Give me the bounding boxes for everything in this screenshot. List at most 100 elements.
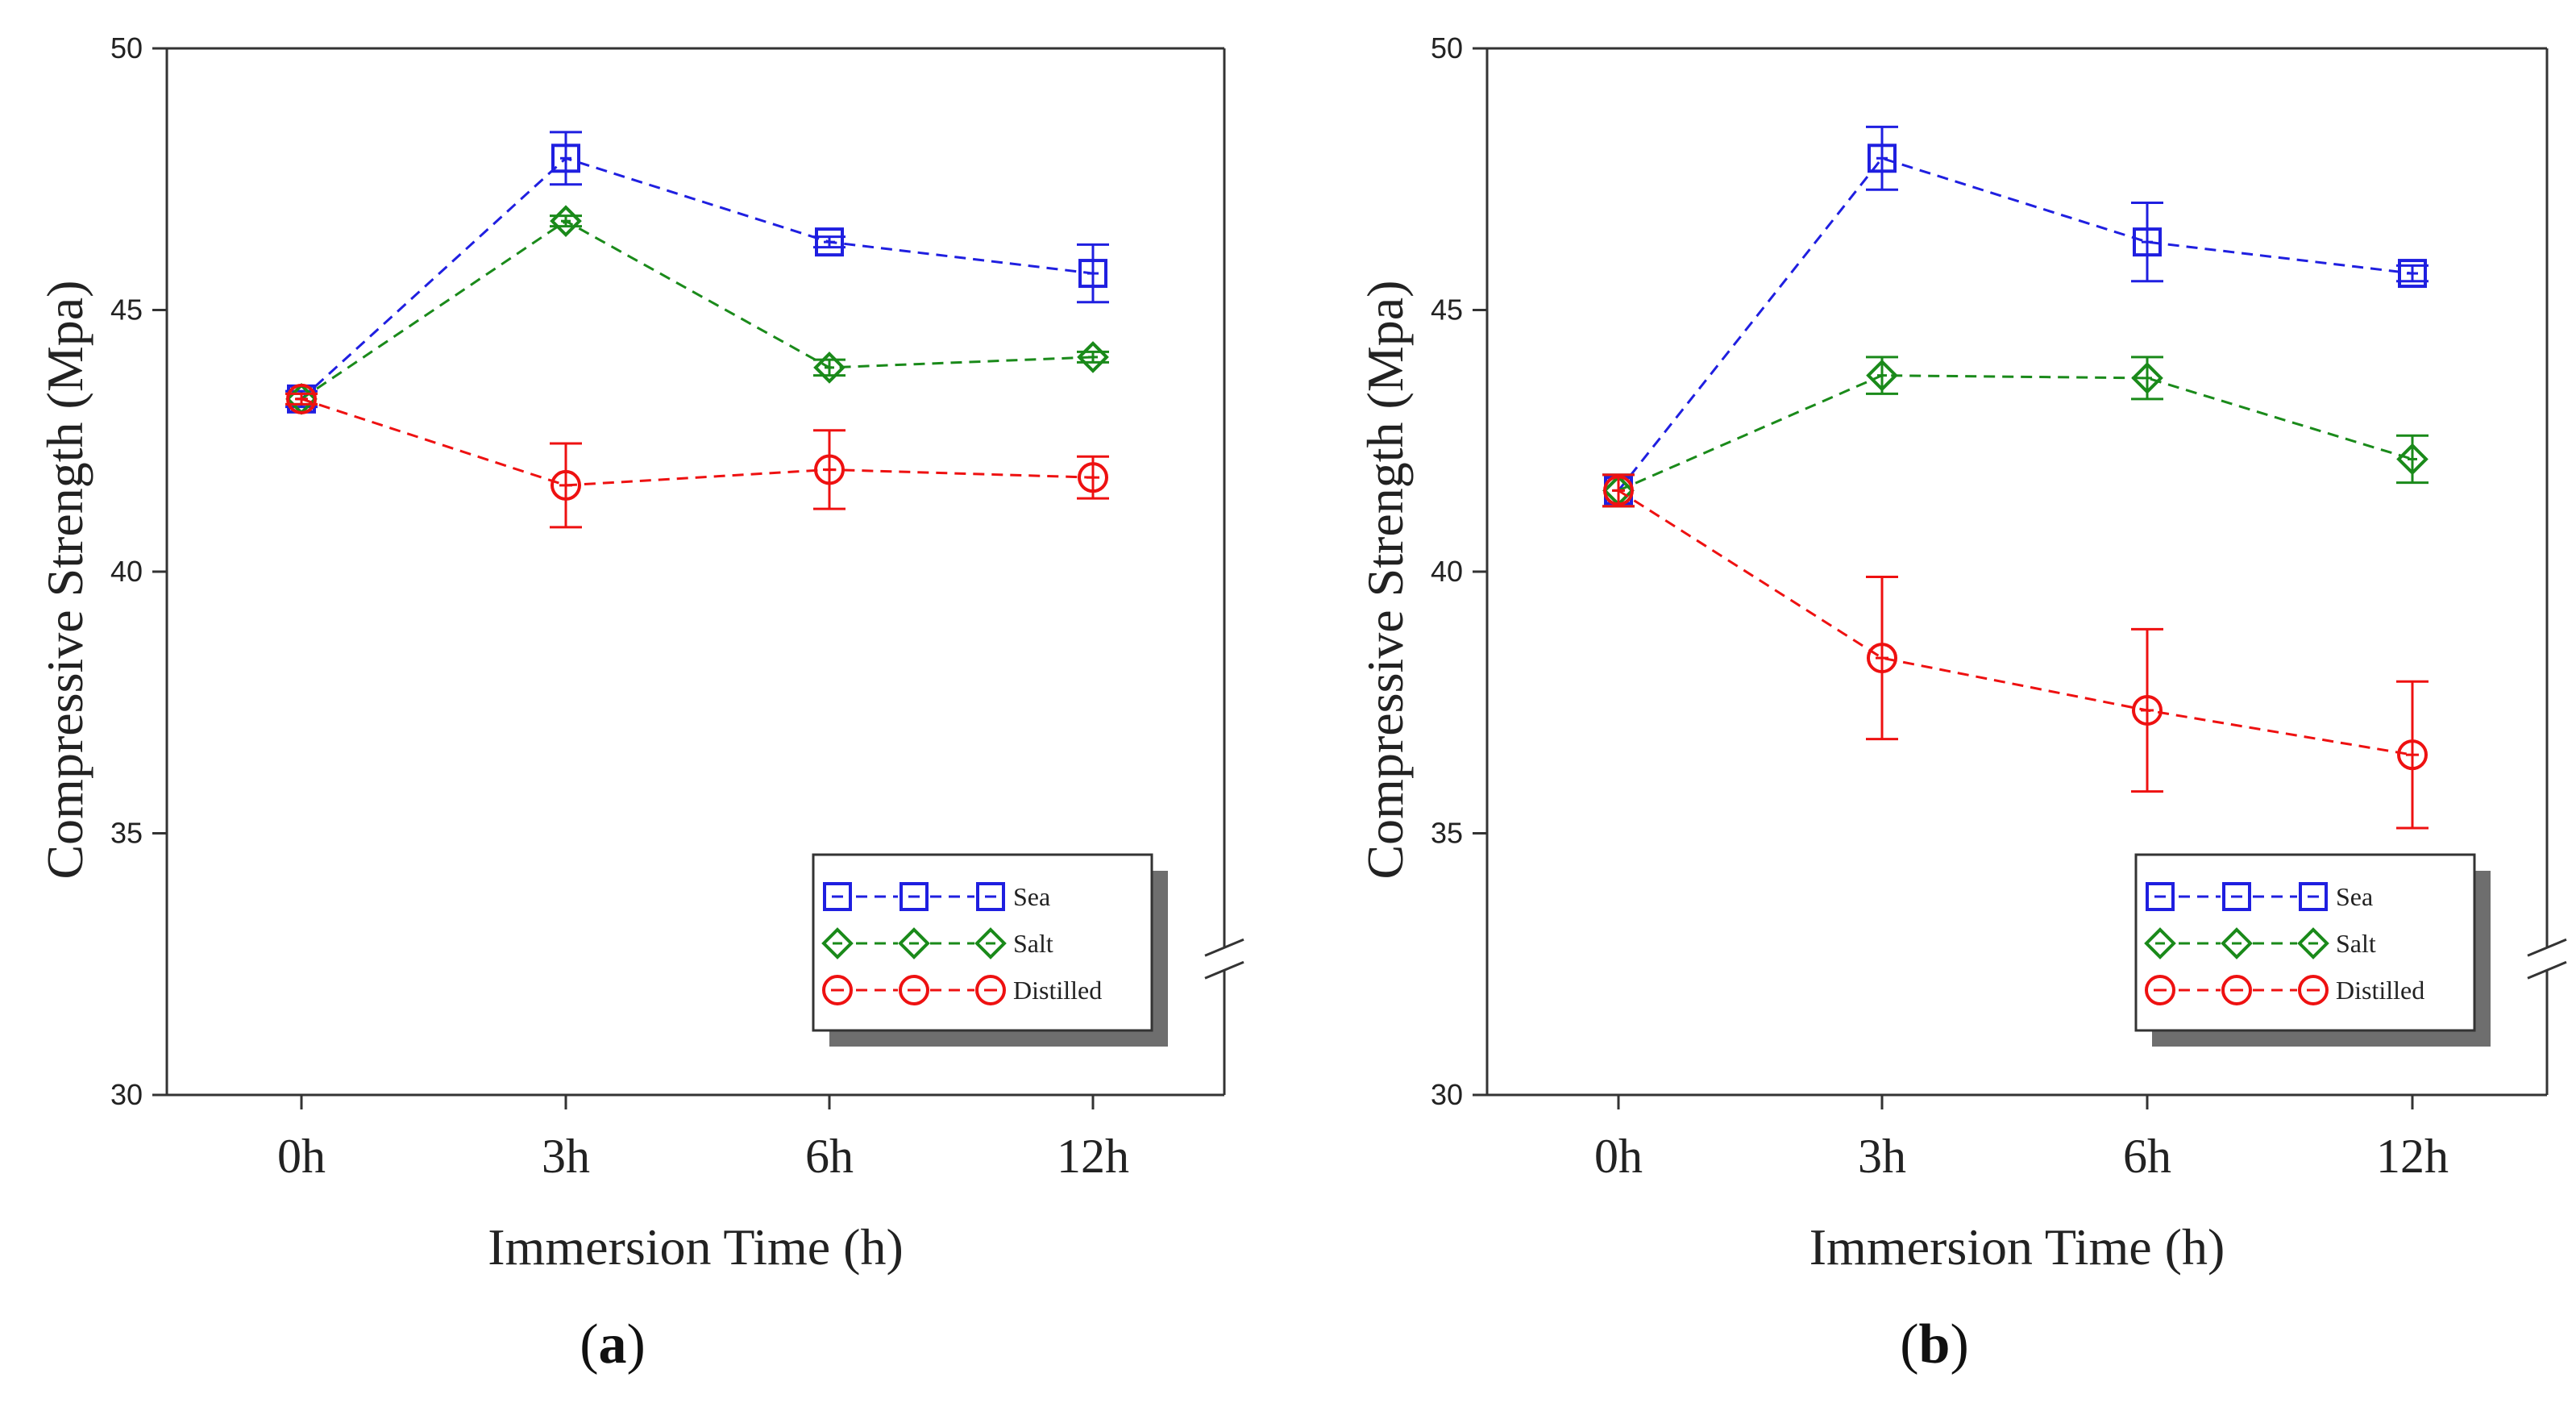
axis-break-mark bbox=[2527, 938, 2567, 957]
legend-label: Salt bbox=[2336, 929, 2376, 958]
legend-marker-diamond bbox=[898, 927, 930, 959]
x-tick-label: 12h bbox=[1057, 1130, 1129, 1183]
data-point-square bbox=[815, 227, 844, 257]
series-line bbox=[1617, 156, 2413, 492]
x-tick-label: 6h bbox=[805, 1130, 854, 1183]
panel-caption: (a) bbox=[580, 1313, 646, 1376]
data-point-circle bbox=[1867, 643, 1897, 674]
data-point-diamond bbox=[550, 205, 582, 237]
legend-label: Salt bbox=[1013, 929, 1053, 958]
legend-marker-diamond bbox=[2221, 927, 2253, 959]
axis-break-mark bbox=[2527, 960, 2567, 980]
legend-marker-circle bbox=[2298, 975, 2329, 1005]
data-point-square bbox=[2398, 259, 2427, 289]
data-point-square bbox=[2133, 227, 2162, 257]
legend-marker-square bbox=[976, 882, 1005, 911]
y-tick-label: 45 bbox=[110, 293, 143, 327]
y-tick-label: 40 bbox=[110, 555, 143, 588]
data-point-circle bbox=[2132, 694, 2163, 726]
data-point-diamond bbox=[2396, 443, 2429, 476]
y-tick-label: 50 bbox=[110, 31, 143, 65]
series-salt bbox=[1602, 356, 2429, 508]
data-point-circle bbox=[286, 383, 317, 414]
legend-item-sea: Sea bbox=[821, 880, 1050, 913]
series-line bbox=[1618, 489, 2413, 756]
x-tick-label: 12h bbox=[2376, 1130, 2449, 1183]
data-point-diamond bbox=[813, 352, 846, 384]
axis-break-mark bbox=[1204, 960, 1244, 980]
panel-caption-open: ( bbox=[1900, 1313, 1918, 1376]
data-point-diamond bbox=[1866, 359, 1898, 392]
legend-marker-square bbox=[823, 882, 852, 911]
y-axis-label: Compressive Strength (Mpa) bbox=[1357, 281, 1414, 880]
legend-item-sea: Sea bbox=[2144, 880, 2373, 913]
panel-caption-letter: b bbox=[1919, 1313, 1951, 1376]
data-point-square bbox=[551, 144, 580, 173]
legend-marker-square bbox=[2146, 882, 2175, 911]
legend-label: Distilled bbox=[1013, 976, 1102, 1005]
panel-caption-close: ) bbox=[1950, 1313, 1968, 1376]
data-point-circle bbox=[1603, 475, 1634, 506]
legend-marker-circle bbox=[822, 975, 853, 1005]
legend: Sea Salt Distilled bbox=[2134, 853, 2491, 1047]
legend-marker-square bbox=[2299, 882, 2328, 911]
legend-marker-circle bbox=[2145, 975, 2175, 1005]
y-tick-label: 30 bbox=[1431, 1078, 1463, 1111]
legend-marker-circle bbox=[899, 975, 929, 1005]
x-tick-label: 3h bbox=[1858, 1130, 1906, 1183]
legend-label: Sea bbox=[2336, 882, 2373, 911]
legend-marker-diamond bbox=[974, 927, 1007, 959]
panel-caption-open: ( bbox=[580, 1313, 598, 1376]
axis-break-mark bbox=[1204, 938, 1244, 957]
series-line bbox=[300, 156, 1094, 400]
panel-caption: (b) bbox=[1900, 1313, 1969, 1376]
data-point-circle bbox=[551, 469, 581, 501]
series-line bbox=[301, 397, 1094, 487]
series-distilled bbox=[1602, 473, 2429, 830]
data-point-circle bbox=[814, 454, 845, 485]
legend-item-salt: Salt bbox=[2144, 927, 2376, 959]
series-sea bbox=[285, 131, 1109, 414]
legend-item-distilled: Distilled bbox=[821, 974, 1102, 1006]
data-point-square bbox=[1078, 259, 1107, 289]
series-sea bbox=[1602, 125, 2429, 508]
legend-item-salt: Salt bbox=[821, 927, 1053, 959]
x-axis-label: Immersion Time (h) bbox=[1809, 1218, 2225, 1276]
x-tick-label: 3h bbox=[542, 1130, 590, 1183]
y-tick-label: 45 bbox=[1431, 293, 1463, 327]
legend-marker-square bbox=[2222, 882, 2251, 911]
legend-marker-square bbox=[900, 882, 929, 911]
x-tick-label: 0h bbox=[277, 1130, 326, 1183]
data-point-diamond bbox=[2131, 362, 2163, 394]
y-tick-label: 35 bbox=[1431, 817, 1463, 850]
data-point-circle bbox=[2397, 739, 2428, 771]
legend-marker-diamond bbox=[821, 927, 854, 959]
legend-item-distilled: Distilled bbox=[2144, 974, 2424, 1006]
series-salt bbox=[285, 205, 1109, 415]
panel-caption-close: ) bbox=[627, 1313, 646, 1376]
series-line bbox=[1618, 374, 2413, 492]
y-tick-label: 40 bbox=[1431, 555, 1463, 588]
x-tick-label: 6h bbox=[2123, 1130, 2171, 1183]
legend-label: Sea bbox=[1013, 882, 1050, 911]
y-tick-label: 50 bbox=[1431, 31, 1463, 65]
data-point-diamond bbox=[1077, 341, 1109, 373]
panel-caption-letter: a bbox=[599, 1313, 627, 1376]
x-axis-label: Immersion Time (h) bbox=[488, 1218, 904, 1276]
legend-label: Distilled bbox=[2336, 976, 2424, 1005]
data-point-square bbox=[1868, 144, 1897, 173]
chart-panel-b: 30 35 40 45 50 0h 3h 6h 12h Immersion Time (h) Com… bbox=[1357, 31, 2567, 1376]
legend-marker-circle bbox=[2221, 975, 2252, 1005]
series-line bbox=[301, 219, 1094, 401]
legend: Sea Salt Distilled bbox=[812, 853, 1168, 1047]
series-distilled bbox=[285, 383, 1109, 529]
data-point-circle bbox=[1078, 462, 1108, 493]
legend-marker-diamond bbox=[2144, 927, 2176, 959]
legend-marker-circle bbox=[975, 975, 1006, 1005]
y-tick-label: 35 bbox=[110, 817, 143, 850]
y-axis-label: Compressive Strength (Mpa) bbox=[36, 281, 93, 880]
legend-marker-diamond bbox=[2297, 927, 2329, 959]
y-tick-label: 30 bbox=[110, 1078, 143, 1111]
